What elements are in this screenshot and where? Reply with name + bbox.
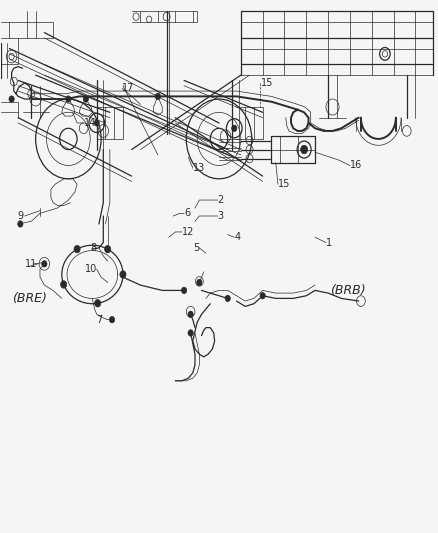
Text: 6: 6 — [184, 208, 190, 219]
Circle shape — [9, 96, 14, 102]
Circle shape — [94, 120, 99, 126]
Circle shape — [300, 146, 307, 154]
Circle shape — [66, 96, 71, 102]
Text: 16: 16 — [350, 160, 362, 171]
Circle shape — [260, 293, 265, 299]
Text: 14: 14 — [84, 118, 96, 128]
Circle shape — [110, 317, 115, 323]
Text: 5: 5 — [193, 243, 199, 253]
Text: 1: 1 — [326, 238, 332, 247]
Text: 8: 8 — [91, 243, 97, 253]
Circle shape — [60, 281, 67, 288]
Circle shape — [155, 93, 160, 100]
Circle shape — [83, 96, 88, 102]
Text: 11: 11 — [25, 259, 37, 269]
Text: 13: 13 — [193, 163, 205, 173]
Circle shape — [74, 245, 80, 253]
Circle shape — [188, 311, 193, 318]
Text: 15: 15 — [261, 78, 273, 88]
Circle shape — [105, 245, 111, 253]
Circle shape — [18, 221, 23, 227]
Circle shape — [42, 261, 47, 267]
Circle shape — [95, 300, 101, 307]
Text: (BRE): (BRE) — [12, 292, 46, 305]
Circle shape — [120, 271, 126, 278]
Circle shape — [188, 330, 193, 336]
Text: 15: 15 — [278, 179, 290, 189]
Text: 17: 17 — [122, 83, 134, 93]
Text: 4: 4 — [234, 232, 240, 243]
Text: 9: 9 — [17, 211, 23, 221]
Text: 2: 2 — [218, 195, 224, 205]
Text: 12: 12 — [182, 227, 194, 237]
Circle shape — [225, 295, 230, 302]
Circle shape — [232, 125, 237, 132]
Circle shape — [302, 147, 306, 152]
Text: 10: 10 — [85, 264, 97, 274]
Circle shape — [181, 287, 187, 294]
Text: 7: 7 — [96, 314, 102, 325]
Text: 3: 3 — [218, 211, 224, 221]
Circle shape — [197, 279, 202, 286]
Text: (BRB): (BRB) — [330, 284, 366, 297]
